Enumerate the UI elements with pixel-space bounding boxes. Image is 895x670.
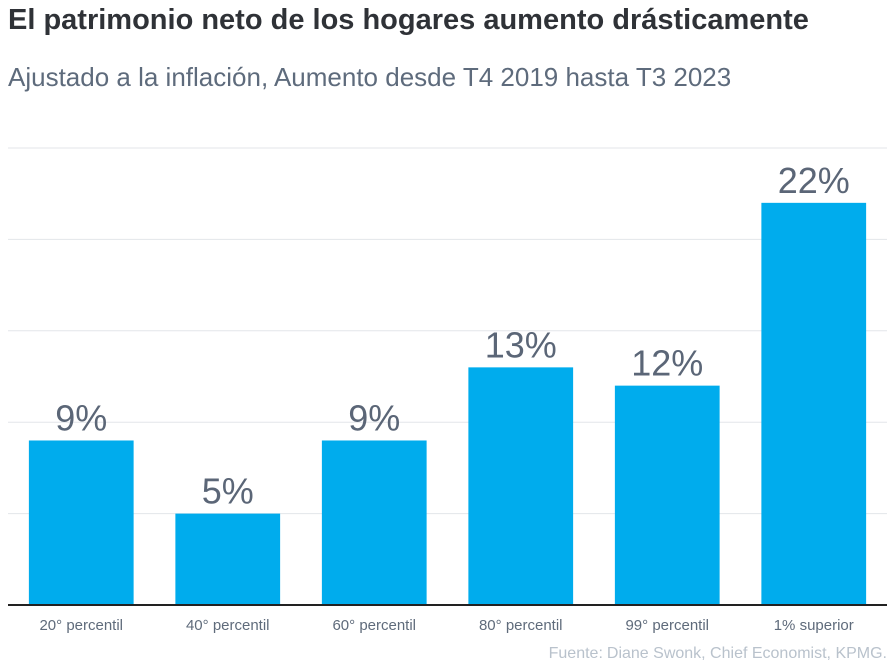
source-label: Fuente:: [548, 645, 603, 662]
bar-3: [468, 367, 574, 605]
x-tick-label-2: 60° percentil: [332, 617, 416, 634]
x-tick-label-5: 1% superior: [774, 617, 854, 634]
chart-title: El patrimonio neto de los hogares aument…: [8, 4, 809, 36]
value-labels: 9% 5% 9% 13% 12% 22%: [55, 160, 850, 512]
value-label-3: 13%: [485, 324, 557, 365]
value-label-4: 12%: [631, 343, 703, 384]
bar-0: [28, 440, 134, 605]
value-label-0: 9%: [55, 397, 107, 438]
bar-4: [614, 385, 720, 605]
value-label-2: 9%: [348, 397, 400, 438]
source-text: Diane Swonk, Chief Economist, KPMG.: [606, 645, 887, 662]
bar-2: [321, 440, 427, 605]
x-tick-labels: 20° percentil 40° percentil 60° percentil 8…: [39, 617, 853, 634]
x-tick-label-3: 80° percentil: [479, 617, 563, 634]
value-label-5: 22%: [778, 160, 850, 201]
source-note: Fuente: Diane Swonk, Chief Economist, KPM…: [549, 645, 887, 663]
bar-5: [761, 202, 867, 605]
chart-subtitle: Ajustado a la inflación, Aumento desde T…: [8, 62, 732, 92]
value-label-1: 5%: [202, 471, 254, 512]
x-tick-label-4: 99° percentil: [625, 617, 709, 634]
bars: [28, 202, 867, 605]
x-tick-label-1: 40° percentil: [186, 617, 270, 634]
x-tick-label-0: 20° percentil: [39, 617, 123, 634]
bar-1: [175, 513, 281, 605]
gridlines: [8, 147, 887, 515]
